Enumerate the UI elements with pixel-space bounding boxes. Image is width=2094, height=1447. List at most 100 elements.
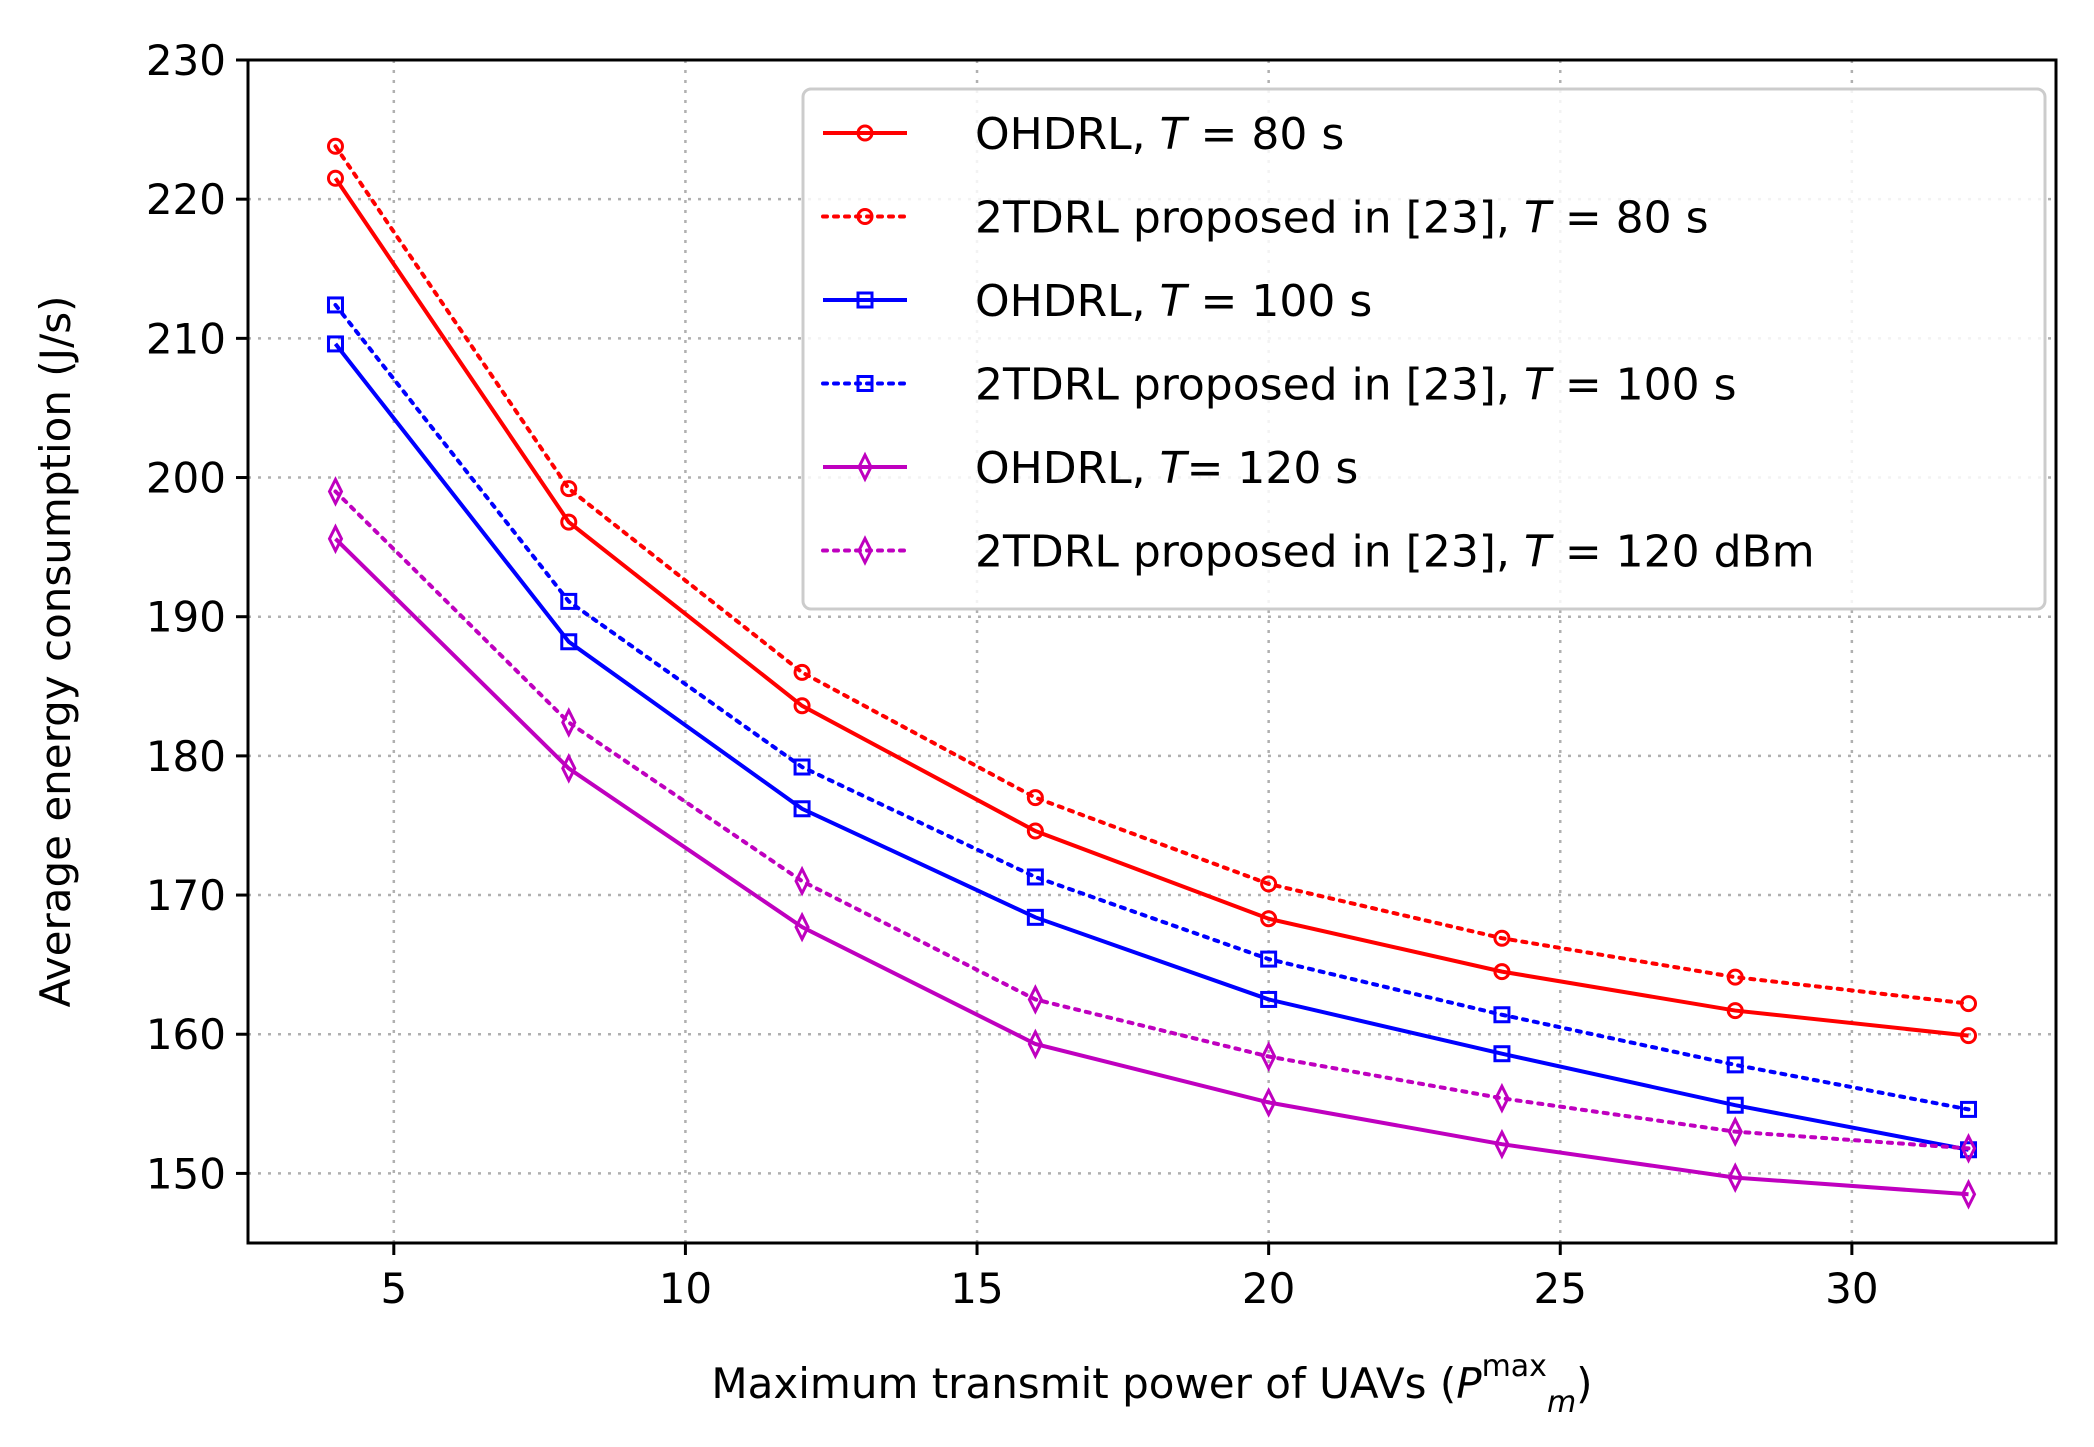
data-point — [1494, 1128, 1510, 1160]
data-point — [327, 523, 344, 555]
data-point — [560, 480, 578, 498]
data-point — [1026, 908, 1044, 926]
legend-label-pre: OHDRL, — [975, 443, 1160, 494]
data-point — [326, 137, 344, 155]
series-0 — [326, 169, 1978, 1045]
x-axis-label-subscript: m — [1547, 1385, 1576, 1420]
legend-label: OHDRL, T = 100 s — [975, 276, 1372, 327]
legend-item-4: OHDRL, T= 120 s — [823, 443, 1358, 494]
legend-item-5: 2TDRL proposed in [23], T = 120 dBm — [821, 527, 1815, 578]
legend-label-var: T — [1524, 193, 1554, 244]
data-point — [1726, 1096, 1744, 1114]
data-point — [560, 592, 578, 610]
legend-label-post: = 100 s — [1187, 276, 1373, 327]
data-point — [560, 633, 578, 651]
legend-box — [801, 87, 2047, 611]
data-point — [794, 911, 810, 943]
legend-marker — [857, 535, 873, 566]
data-point — [1260, 990, 1278, 1008]
legend-label-post: = 120 dBm — [1551, 527, 1815, 578]
x-tick-label: 10 — [659, 1264, 712, 1313]
data-point — [1026, 822, 1044, 840]
legend-label: OHDRL, T= 120 s — [975, 443, 1358, 494]
data-point — [1960, 1100, 1978, 1118]
y-tick-label: 180 — [146, 732, 226, 781]
data-point — [1260, 1041, 1277, 1072]
series-line — [333, 342, 1969, 1152]
y-tick-label: 230 — [146, 36, 226, 85]
y-tick-label: 200 — [146, 454, 226, 503]
series-line — [333, 177, 1969, 1038]
legend-label: 2TDRL proposed in [23], T = 100 s — [975, 360, 1737, 411]
data-point — [1727, 1116, 1743, 1148]
series-line — [333, 489, 1971, 1151]
data-point — [560, 513, 578, 531]
x-axis-label-superscript: max — [1482, 1349, 1547, 1384]
data-point — [793, 758, 811, 776]
series-line — [334, 537, 1969, 1197]
series-5 — [327, 476, 1977, 1164]
x-tick-label: 5 — [380, 1264, 407, 1313]
data-point — [1260, 1087, 1277, 1118]
plot-frame — [246, 58, 2058, 1245]
series-1 — [326, 137, 1978, 1013]
legend-item-3: 2TDRL proposed in [23], T = 100 s — [821, 360, 1737, 411]
data-point — [1026, 868, 1044, 886]
data-point — [1960, 1027, 1978, 1045]
legend-label-pre: OHDRL, — [975, 109, 1160, 160]
data-point — [1960, 1178, 1977, 1210]
data-point — [793, 800, 811, 818]
data-point — [793, 697, 811, 715]
legend-label: OHDRL, T = 80 s — [975, 109, 1344, 160]
x-tick-label: 30 — [1825, 1264, 1878, 1313]
data-point — [1027, 984, 1044, 1015]
data-point — [326, 169, 344, 187]
legend-label-post: = 120 s — [1187, 443, 1359, 494]
legend-item-1: 2TDRL proposed in [23], T = 80 s — [821, 193, 1709, 244]
legend-marker — [856, 291, 874, 309]
legend-marker — [856, 375, 874, 392]
legend-label-pre: 2TDRL proposed in [23], — [975, 527, 1524, 578]
data-point — [1493, 963, 1511, 981]
legend-label-pre: 2TDRL proposed in [23], — [975, 193, 1524, 244]
data-point — [794, 865, 810, 897]
legend-label-var: T — [1160, 109, 1190, 160]
data-point — [1960, 1141, 1978, 1159]
legend-label-post: = 80 s — [1551, 193, 1709, 244]
data-point — [1260, 950, 1278, 968]
data-point — [1960, 1133, 1977, 1164]
data-point — [1494, 1082, 1510, 1114]
legend-label-var: T — [1160, 443, 1190, 494]
data-point — [1026, 789, 1044, 807]
y-tick-label: 170 — [146, 871, 226, 920]
x-axis-label-symbol: P — [1456, 1359, 1482, 1408]
legend-label: 2TDRL proposed in [23], T = 120 dBm — [975, 527, 1815, 578]
series-line — [333, 144, 1971, 1006]
y-tick-label: 220 — [146, 175, 226, 224]
legend-item-0: OHDRL, T = 80 s — [823, 109, 1344, 160]
data-point — [326, 296, 344, 314]
data-point — [561, 753, 577, 784]
legend-label-post: = 100 s — [1551, 360, 1737, 411]
legend-marker — [856, 208, 874, 225]
legend-label-pre: 2TDRL proposed in [23], — [975, 360, 1524, 411]
x-tick-label: 15 — [950, 1264, 1003, 1313]
data-point — [327, 476, 344, 507]
y-tick-label: 210 — [146, 314, 226, 363]
x-axis-label: Maximum transmit power of UAVs (Pmaxm) — [711, 1349, 1592, 1420]
x-tick-label: 25 — [1534, 1264, 1587, 1313]
series-3 — [326, 296, 1978, 1118]
data-point — [1960, 995, 1978, 1013]
series-2 — [326, 335, 1978, 1159]
data-point — [1027, 1028, 1044, 1060]
y-tick-label: 190 — [146, 593, 226, 642]
series-layer — [326, 137, 1978, 1210]
series-4 — [327, 523, 1977, 1210]
series-line — [333, 302, 1971, 1112]
data-point — [1493, 1006, 1511, 1024]
data-point — [1260, 875, 1278, 893]
legend-label-post: = 80 s — [1187, 109, 1345, 160]
legend-label-var: T — [1524, 527, 1554, 578]
